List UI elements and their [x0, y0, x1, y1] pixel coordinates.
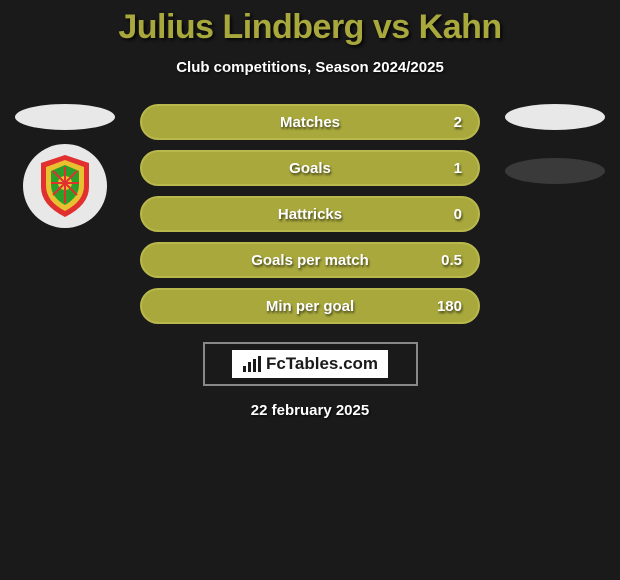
player-oval-right-1	[505, 104, 605, 130]
shield-icon	[35, 153, 95, 219]
stat-row-hattricks: Hattricks 0	[140, 196, 480, 232]
stat-value: 0.5	[441, 252, 462, 269]
stat-label: Goals	[289, 160, 331, 177]
stat-row-goals: Goals 1	[140, 150, 480, 186]
brand-wrap: FcTables.com	[232, 350, 388, 378]
brand-text: FcTables.com	[266, 354, 378, 374]
stats-column: Matches 2 Goals 1 Hattricks 0 Goals per …	[140, 104, 480, 324]
date-text: 22 february 2025	[0, 402, 620, 419]
stat-row-matches: Matches 2	[140, 104, 480, 140]
stat-row-min-per-goal: Min per goal 180	[140, 288, 480, 324]
right-player-col	[500, 104, 610, 184]
stat-label: Goals per match	[251, 252, 369, 269]
left-player-col	[10, 104, 120, 228]
stat-row-goals-per-match: Goals per match 0.5	[140, 242, 480, 278]
page-title: Julius Lindberg vs Kahn	[0, 8, 620, 47]
stat-value: 0	[454, 206, 462, 223]
club-badge-left	[23, 144, 107, 228]
infographic-container: Julius Lindberg vs Kahn Club competition…	[0, 0, 620, 419]
player-oval-left	[15, 104, 115, 130]
subtitle: Club competitions, Season 2024/2025	[0, 59, 620, 76]
brand-box[interactable]: FcTables.com	[203, 342, 418, 386]
main-row: Matches 2 Goals 1 Hattricks 0 Goals per …	[0, 104, 620, 324]
stat-label: Hattricks	[278, 206, 342, 223]
stat-value: 2	[454, 114, 462, 131]
stat-label: Matches	[280, 114, 340, 131]
chart-icon	[242, 356, 262, 372]
stat-label: Min per goal	[266, 298, 354, 315]
stat-value: 180	[437, 298, 462, 315]
player-oval-right-2	[505, 158, 605, 184]
stat-value: 1	[454, 160, 462, 177]
